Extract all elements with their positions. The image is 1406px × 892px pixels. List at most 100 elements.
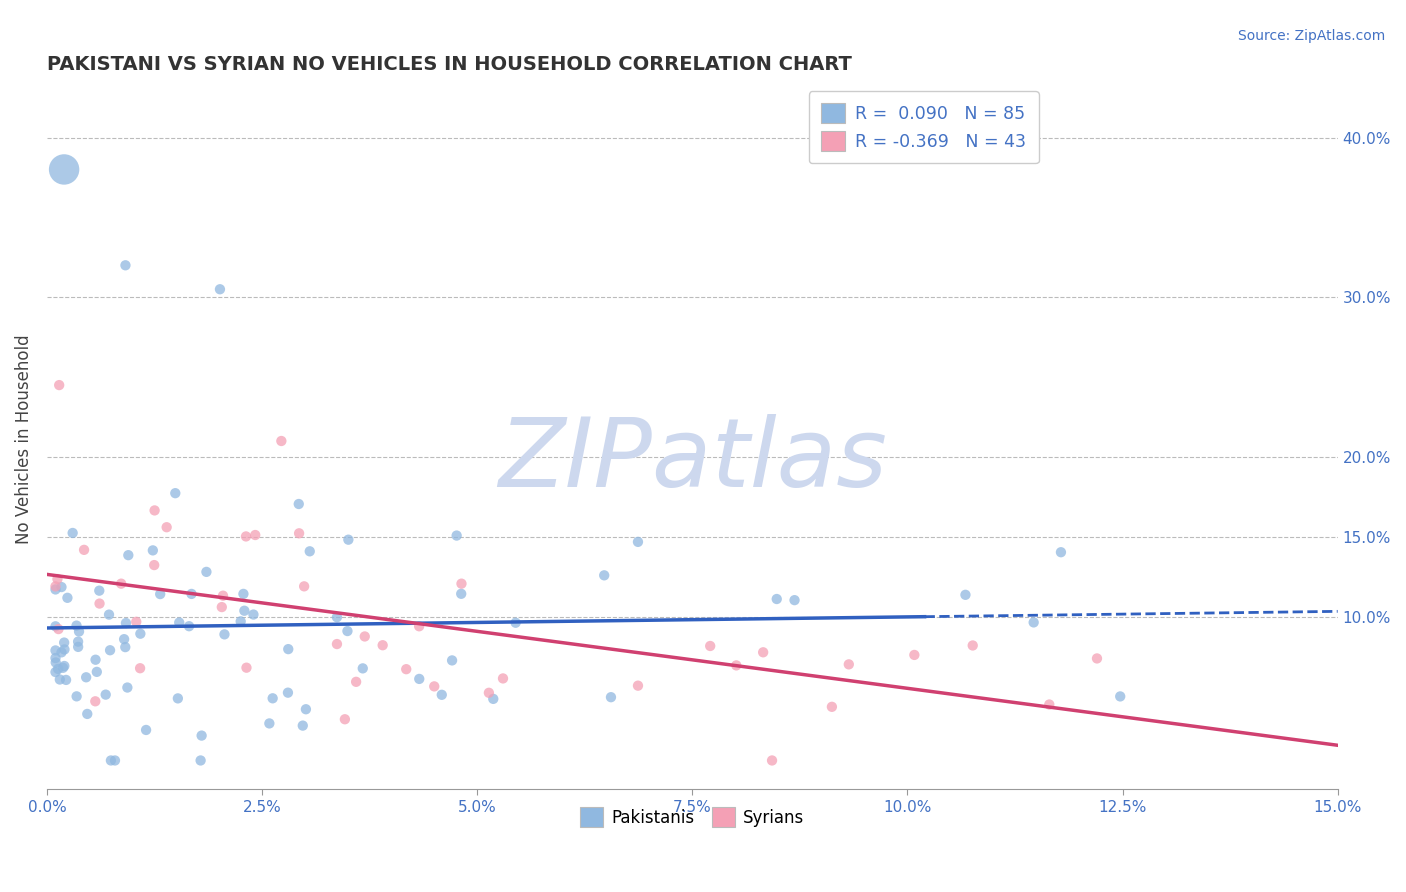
Point [352,661,374,675]
Point [73,542,96,557]
Point [44,643,66,657]
Point [955,588,977,602]
Point [1109,690,1132,704]
Point [112,632,135,647]
Point [450,587,472,601]
Point [56,591,79,605]
Point [195,565,218,579]
Point [903,648,925,662]
Point [190,754,212,768]
Point [353,630,375,644]
Point [446,528,468,542]
Point [110,576,132,591]
Point [765,592,787,607]
Point [65,618,87,632]
Point [277,642,299,657]
Point [326,610,349,624]
Point [89,583,111,598]
Point [1050,545,1073,559]
Text: PAKISTANI VS SYRIAN NO VEHICLES IN HOUSEHOLD CORRELATION CHART: PAKISTANI VS SYRIAN NO VEHICLES IN HOUSE… [46,55,852,74]
Point [117,548,139,562]
Point [62,525,84,540]
Point [52,661,75,675]
Point [180,587,202,601]
Point [761,754,783,768]
Point [430,688,453,702]
Point [336,624,359,638]
Point [167,615,190,630]
Point [142,543,165,558]
Point [55,673,77,687]
Point [232,587,254,601]
Point [395,662,418,676]
Point [98,607,121,622]
Point [229,615,252,629]
Point [84,694,107,708]
Point [408,619,430,633]
Point [699,639,721,653]
Point [505,615,527,630]
Point [76,706,98,721]
Point [53,642,76,657]
Point [98,643,121,657]
Legend: Pakistanis, Syrians: Pakistanis, Syrians [574,801,811,833]
Point [270,434,292,448]
Point [291,718,314,732]
Point [288,526,311,541]
Point [371,638,394,652]
Point [298,544,321,558]
Point [44,665,66,679]
Point [89,597,111,611]
Point [235,529,257,543]
Point [44,582,66,597]
Point [725,658,748,673]
Point [259,716,281,731]
Point [46,572,69,586]
Point [53,635,76,649]
Point [593,568,616,582]
Point [752,645,775,659]
Point [783,593,806,607]
Point [627,534,650,549]
Point [84,653,107,667]
Point [212,589,235,603]
Point [262,691,284,706]
Point [287,497,309,511]
Point [344,674,367,689]
Point [94,688,117,702]
Point [45,656,67,670]
Point [333,712,356,726]
Point [49,673,72,687]
Point [100,754,122,768]
Point [86,665,108,679]
Y-axis label: No Vehicles in Household: No Vehicles in Household [15,334,32,544]
Point [67,624,90,639]
Point [441,653,464,667]
Point [337,533,360,547]
Point [408,672,430,686]
Point [245,528,267,542]
Point [53,162,76,177]
Point [114,258,136,272]
Point [48,378,70,392]
Point [165,486,187,500]
Point [129,661,152,675]
Point [53,659,76,673]
Point [295,702,318,716]
Point [233,604,256,618]
Point [177,619,200,633]
Point [44,619,66,633]
Point [167,691,190,706]
Point [51,645,73,659]
Point [208,282,231,296]
Point [44,579,66,593]
Point [1022,615,1045,630]
Point [627,679,650,693]
Point [482,691,505,706]
Point [115,615,138,630]
Point [143,558,166,573]
Point [149,587,172,601]
Point [211,600,233,615]
Point [478,686,501,700]
Point [143,503,166,517]
